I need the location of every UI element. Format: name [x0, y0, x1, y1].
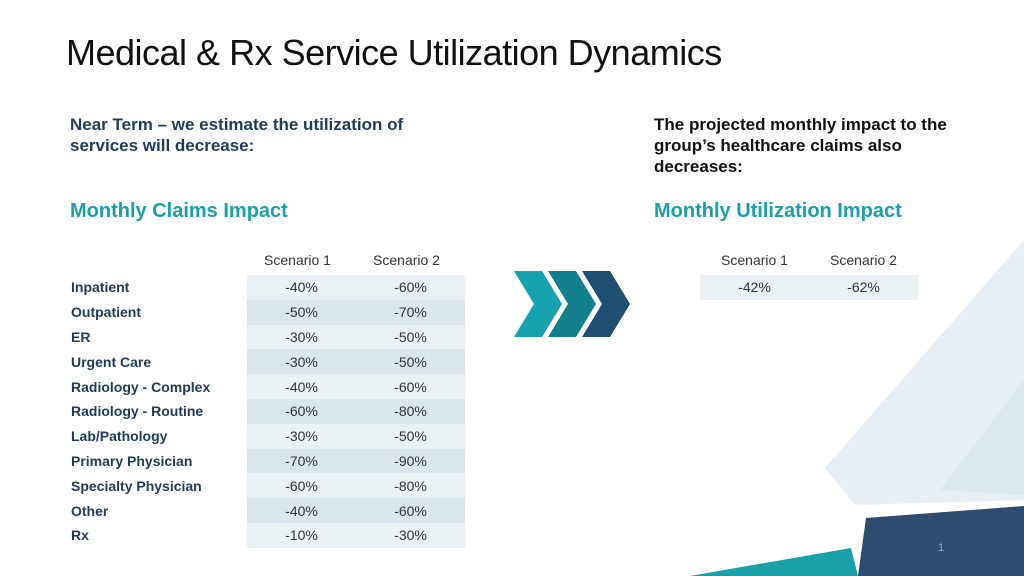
row-label: Radiology - Routine	[71, 403, 204, 420]
row-label: ER	[71, 328, 91, 345]
scenario-1-value: -60%	[247, 398, 356, 424]
scenario-2-value: -30%	[356, 522, 465, 548]
scenario-2-value: -50%	[356, 349, 465, 375]
chevron-icon-1	[514, 271, 562, 337]
row-label: Primary Physician	[71, 452, 193, 469]
scenario-1-value: -40%	[247, 498, 356, 523]
scenario-1-value: -40%	[247, 374, 356, 399]
scenario-2-value: -50%	[356, 423, 465, 449]
deco-light-polygon-2	[940, 380, 1024, 495]
table-row: -42% -62%	[700, 275, 918, 300]
table-row: Specialty Physician -60% -80%	[66, 473, 465, 499]
page-number: 1	[938, 542, 945, 554]
scenario-2-value: -70%	[356, 299, 465, 325]
scenario-2-value: -60%	[356, 498, 465, 523]
scenario-1-value: -10%	[247, 522, 356, 548]
claims-table: Inpatient -40% -60% Outpatient -50% -70% ER -30…	[66, 275, 465, 548]
claims-col-scenario-1: Scenario 1	[264, 252, 331, 268]
util-col-scenario-2: Scenario 2	[830, 252, 897, 268]
row-label: Inpatient	[71, 279, 130, 296]
monthly-utilization-heading: Monthly Utilization Impact	[654, 200, 902, 222]
table-row: Inpatient -40% -60%	[66, 275, 465, 300]
table-row: Outpatient -50% -70%	[66, 299, 465, 325]
row-label: Other	[71, 502, 109, 519]
near-term-intro: Near Term – we estimate the utilization …	[70, 115, 404, 155]
projection-intro: The projected monthly impact to the grou…	[654, 115, 947, 176]
row-label: Lab/Pathology	[71, 428, 168, 445]
claims-col-scenario-2: Scenario 2	[373, 252, 440, 268]
scenario-1-value: -30%	[247, 324, 356, 350]
chevron-icon-2	[548, 271, 596, 337]
deco-navy-polygon	[858, 506, 1024, 576]
scenario-1-value: -30%	[247, 423, 356, 449]
util-value-scenario-2: -62%	[809, 275, 918, 300]
util-value-scenario-1: -42%	[700, 275, 809, 300]
utilization-table: -42% -62%	[700, 275, 918, 300]
scenario-1-value: -30%	[247, 349, 356, 375]
scenario-2-value: -50%	[356, 324, 465, 350]
row-label: Outpatient	[71, 304, 141, 321]
row-label: Radiology - Complex	[71, 378, 211, 395]
scenario-2-value: -80%	[356, 398, 465, 424]
slide-title: Medical & Rx Service Utilization Dynamic…	[66, 32, 722, 73]
scenario-1-value: -40%	[247, 275, 356, 300]
chevron-arrows-icon	[514, 271, 630, 337]
table-row: Radiology - Complex -40% -60%	[66, 374, 465, 399]
table-row: Primary Physician -70% -90%	[66, 448, 465, 474]
table-row: Rx -10% -30%	[66, 522, 465, 548]
deco-teal-polygon	[690, 548, 858, 576]
table-row: Other -40% -60%	[66, 498, 465, 523]
scenario-2-value: -90%	[356, 448, 465, 474]
table-row: Lab/Pathology -30% -50%	[66, 423, 465, 449]
table-row: Radiology - Routine -60% -80%	[66, 398, 465, 424]
scenario-1-value: -60%	[247, 473, 356, 499]
row-label: Specialty Physician	[71, 477, 202, 494]
scenario-1-value: -70%	[247, 448, 356, 474]
util-col-scenario-1: Scenario 1	[721, 252, 788, 268]
deco-light-polygon	[825, 240, 1024, 505]
row-label: Rx	[71, 527, 89, 544]
scenario-2-value: -60%	[356, 275, 465, 300]
row-label: Urgent Care	[71, 353, 152, 370]
monthly-claims-heading: Monthly Claims Impact	[70, 200, 288, 222]
table-row: Urgent Care -30% -50%	[66, 349, 465, 375]
scenario-2-value: -80%	[356, 473, 465, 499]
scenario-1-value: -50%	[247, 299, 356, 325]
chevron-icon-3	[582, 271, 630, 337]
scenario-2-value: -60%	[356, 374, 465, 399]
table-row: ER -30% -50%	[66, 324, 465, 350]
